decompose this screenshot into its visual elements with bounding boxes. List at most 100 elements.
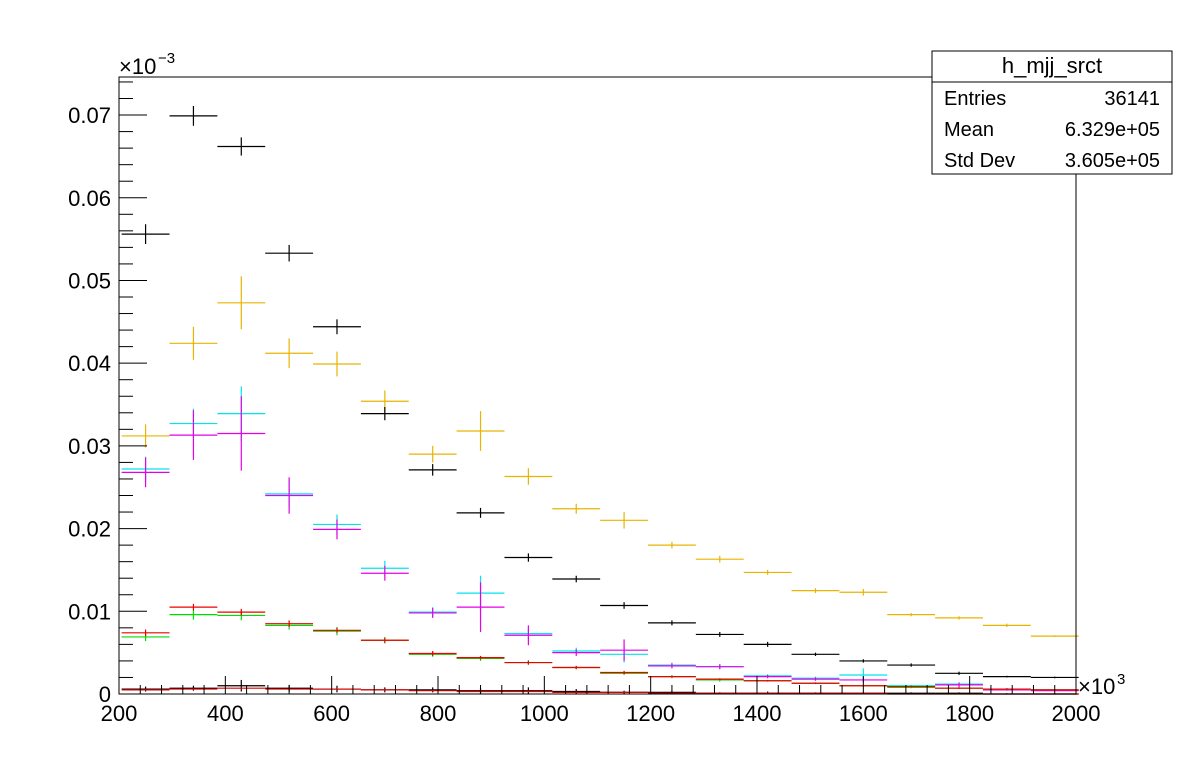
series-3-point-4 [313, 519, 361, 540]
series-1-point-14 [791, 652, 840, 656]
series-7-point-9 [552, 691, 601, 694]
series-3-point-17 [935, 682, 983, 688]
series-0-point-9 [552, 503, 601, 514]
series-5-point-7 [456, 655, 505, 660]
series-0 [121, 276, 1079, 637]
series-5-point-9 [552, 665, 601, 670]
x-multiplier-base: ×10 [1078, 674, 1115, 699]
series-7-point-10 [600, 691, 649, 694]
series-5-point-1 [169, 603, 218, 611]
series-3-point-0 [121, 457, 170, 488]
series-7-point-2 [217, 687, 266, 690]
series-7-point-5 [360, 689, 409, 691]
axis-layer: 200 400 600 800 1000 1200 1400 1600 1800 2000 0 0.0… [68, 81, 1101, 726]
series-0-point-17 [935, 616, 983, 620]
series-1-point-3 [265, 244, 314, 262]
y-tick-label: 0.02 [68, 517, 111, 542]
y-tick-label: 0.05 [68, 268, 111, 293]
x-tick-label: 2000 [1052, 701, 1101, 726]
series-1-point-0 [121, 224, 170, 245]
series-4-point-1 [169, 609, 218, 620]
y-tick-label: 0.07 [68, 103, 111, 128]
series-1-point-6 [408, 464, 457, 476]
series-1-point-13 [743, 641, 792, 647]
series-0-point-14 [791, 588, 840, 594]
y-tick-label: 0.03 [68, 434, 111, 459]
series-1-point-12 [695, 631, 744, 637]
series-0-point-12 [695, 555, 744, 563]
x-axis-multiplier: ×10 3 [1078, 671, 1125, 699]
x-tick-label: 1800 [945, 701, 994, 726]
series-0-point-11 [648, 541, 696, 549]
y-tick-label: 0.01 [68, 599, 111, 624]
series-0-point-7 [456, 411, 505, 451]
series-5-point-5 [360, 637, 409, 643]
series-0-point-1 [169, 326, 218, 360]
series-5-point-4 [313, 627, 361, 633]
series-0-point-8 [504, 468, 553, 485]
series-1-point-9 [552, 575, 601, 583]
series-5-point-2 [217, 608, 266, 616]
series-5-point-11 [648, 675, 696, 678]
series-1-point-11 [648, 620, 696, 626]
series-7-point-1 [169, 688, 218, 690]
series-3-point-8 [504, 625, 553, 646]
stats-box-frame [931, 50, 1173, 175]
series-0-point-10 [600, 512, 649, 529]
series-1-point-1 [169, 105, 218, 126]
series-1-point-15 [839, 659, 888, 663]
x-tick-label: 1400 [733, 701, 782, 726]
series-1-point-10 [600, 602, 649, 609]
series-3-point-7 [456, 582, 505, 632]
series-5-point-6 [408, 650, 457, 656]
series-3-point-11 [648, 663, 696, 669]
series-5-point-10 [600, 670, 649, 675]
x-tick-label: 600 [313, 701, 350, 726]
series-1-point-2 [217, 137, 266, 156]
series-1-point-19 [1030, 676, 1079, 679]
series-1-point-5 [360, 407, 409, 421]
series-3-point-12 [695, 664, 744, 670]
series-7-point-0 [121, 689, 170, 691]
series-0-point-13 [743, 569, 792, 575]
series-0-point-15 [839, 588, 888, 596]
stats-mean-label: Mean [944, 119, 994, 141]
series-5-point-0 [121, 629, 170, 637]
series-1-point-8 [504, 553, 553, 562]
x-multiplier-exponent: 3 [1117, 671, 1125, 688]
series-1-point-16 [887, 663, 936, 667]
series-0-point-2 [217, 276, 266, 330]
x-tick-label: 1000 [520, 701, 569, 726]
plot-frame [118, 76, 1077, 695]
series-3-point-13 [743, 674, 792, 679]
y-multiplier-exponent: −3 [158, 50, 175, 67]
stats-entries-label: Entries [944, 88, 1006, 110]
x-tick-label: 1600 [839, 701, 888, 726]
stats-stddev-value: 3.605e+05 [1065, 150, 1160, 172]
y-axis-multiplier: ×10 −3 [119, 50, 175, 79]
series-5-point-3 [265, 620, 314, 628]
series-0-point-16 [887, 612, 936, 617]
series-0-point-18 [982, 623, 1031, 628]
x-tick-label: 200 [101, 701, 138, 726]
series-5-point-8 [504, 660, 553, 665]
series-1 [121, 105, 1079, 679]
x-tick-label: 800 [420, 701, 457, 726]
stats-box: h_mjj_srct Entries 36141 Mean 6.329e+05 … [931, 50, 1173, 175]
stats-entries-value: 36141 [1104, 88, 1160, 110]
series-5-point-17 [935, 687, 983, 690]
series-3-point-10 [600, 639, 649, 661]
series-5-point-14 [791, 682, 840, 685]
series-5 [121, 603, 1079, 691]
series-5-point-18 [982, 688, 1031, 690]
series-7-point-6 [408, 689, 457, 692]
y-tick-label: 0 [99, 682, 111, 707]
x-tick-label: 1200 [626, 701, 675, 726]
series-3-point-2 [217, 396, 266, 471]
series-5-point-13 [743, 679, 792, 682]
series-5-point-12 [695, 678, 744, 680]
series-1-point-4 [313, 319, 361, 335]
series-3-point-1 [169, 410, 218, 460]
series-0-point-19 [1030, 635, 1079, 637]
